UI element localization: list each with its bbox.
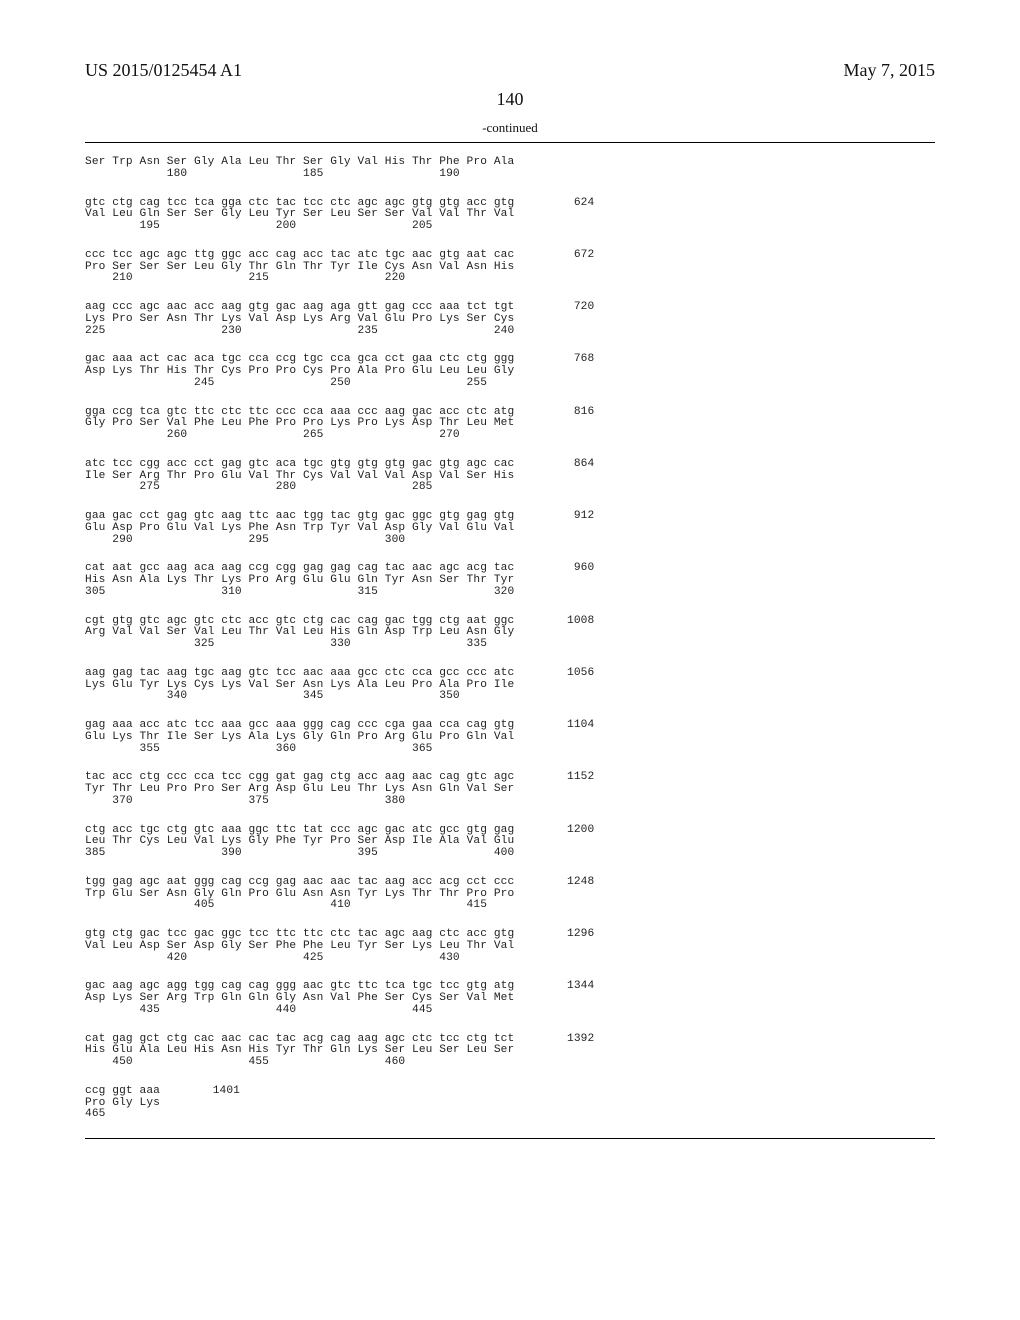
sequence-position-number: 1392 xyxy=(534,1034,594,1046)
sequence-position-number: 1104 xyxy=(534,720,594,732)
sequence-block: atc tcc cgg acc cct gag gtc aca tgc gtg … xyxy=(85,459,935,494)
sequence-position-number: 1296 xyxy=(534,929,594,941)
sequence-position-number: 1056 xyxy=(534,668,594,680)
patent-page: US 2015/0125454 A1 May 7, 2015 140 -cont… xyxy=(0,0,1020,1320)
sequence-lines: gac aag agc agg tgg cag cag ggg aac gtc … xyxy=(85,981,514,1016)
sequence-block: tac acc ctg ccc cca tcc cgg gat gag ctg … xyxy=(85,772,935,807)
sequence-lines: tac acc ctg ccc cca tcc cgg gat gag ctg … xyxy=(85,772,514,807)
sequence-position-number: 912 xyxy=(534,511,594,523)
sequence-position-number: 1152 xyxy=(534,772,594,784)
sequence-lines: aag gag tac aag tgc aag gtc tcc aac aaa … xyxy=(85,668,514,703)
sequence-block: gaa gac cct gag gtc aag ttc aac tgg tac … xyxy=(85,511,935,546)
sequence-listing: Ser Trp Asn Ser Gly Ala Leu Thr Ser Gly … xyxy=(85,157,935,1121)
sequence-lines: ccg ggt aaa Pro Gly Lys 465 xyxy=(85,1086,160,1121)
sequence-block: ccg ggt aaa Pro Gly Lys 465 1401 xyxy=(85,1086,935,1121)
sequence-block: gtc ctg cag tcc tca gga ctc tac tcc ctc … xyxy=(85,198,935,233)
top-rule xyxy=(85,142,935,143)
sequence-lines: cat gag gct ctg cac aac cac tac acg cag … xyxy=(85,1034,514,1069)
sequence-block: aag gag tac aag tgc aag gtc tcc aac aaa … xyxy=(85,668,935,703)
sequence-position-number: 1200 xyxy=(534,825,594,837)
sequence-block: gtg ctg gac tcc gac ggc tcc ttc ttc ctc … xyxy=(85,929,935,964)
sequence-block: gac aaa act cac aca tgc cca ccg tgc cca … xyxy=(85,354,935,389)
sequence-block: ctg acc tgc ctg gtc aaa ggc ttc tat ccc … xyxy=(85,825,935,860)
sequence-position-number: 1344 xyxy=(534,981,594,993)
sequence-lines: gtc ctg cag tcc tca gga ctc tac tcc ctc … xyxy=(85,198,514,233)
sequence-block: gga ccg tca gtc ttc ctc ttc ccc cca aaa … xyxy=(85,407,935,442)
sequence-lines: gtg ctg gac tcc gac ggc tcc ttc ttc ctc … xyxy=(85,929,514,964)
sequence-block: tgg gag agc aat ggg cag ccg gag aac aac … xyxy=(85,877,935,912)
sequence-position-number: 624 xyxy=(534,198,594,210)
sequence-position-number: 960 xyxy=(534,563,594,575)
page-header: US 2015/0125454 A1 May 7, 2015 xyxy=(85,60,935,81)
sequence-lines: gac aaa act cac aca tgc cca ccg tgc cca … xyxy=(85,354,514,389)
sequence-block: ccc tcc agc agc ttg ggc acc cag acc tac … xyxy=(85,250,935,285)
sequence-position-number: 864 xyxy=(534,459,594,471)
sequence-lines: cgt gtg gtc agc gtc ctc acc gtc ctg cac … xyxy=(85,616,514,651)
sequence-lines: tgg gag agc aat ggg cag ccg gag aac aac … xyxy=(85,877,514,912)
sequence-position-number: 1008 xyxy=(534,616,594,628)
sequence-lines: cat aat gcc aag aca aag ccg cgg gag gag … xyxy=(85,563,514,598)
sequence-position-number: 1401 xyxy=(180,1086,240,1098)
sequence-block: aag ccc agc aac acc aag gtg gac aag aga … xyxy=(85,302,935,337)
sequence-lines: gag aaa acc atc tcc aaa gcc aaa ggg cag … xyxy=(85,720,514,755)
continued-label: -continued xyxy=(85,120,935,136)
sequence-lines: gaa gac cct gag gtc aag ttc aac tgg tac … xyxy=(85,511,514,546)
sequence-lines: Ser Trp Asn Ser Gly Ala Leu Thr Ser Gly … xyxy=(85,157,514,181)
sequence-block: cat aat gcc aag aca aag ccg cgg gag gag … xyxy=(85,563,935,598)
sequence-position-number: 768 xyxy=(534,354,594,366)
sequence-position-number: 720 xyxy=(534,302,594,314)
sequence-position-number: 1248 xyxy=(534,877,594,889)
sequence-position-number: 816 xyxy=(534,407,594,419)
sequence-block: cat gag gct ctg cac aac cac tac acg cag … xyxy=(85,1034,935,1069)
sequence-position-number: 672 xyxy=(534,250,594,262)
patent-number: US 2015/0125454 A1 xyxy=(85,60,242,81)
sequence-block: cgt gtg gtc agc gtc ctc acc gtc ctg cac … xyxy=(85,616,935,651)
sequence-lines: atc tcc cgg acc cct gag gtc aca tgc gtg … xyxy=(85,459,514,494)
bottom-rule xyxy=(85,1138,935,1139)
sequence-lines: gga ccg tca gtc ttc ctc ttc ccc cca aaa … xyxy=(85,407,514,442)
sequence-lines: ctg acc tgc ctg gtc aaa ggc ttc tat ccc … xyxy=(85,825,514,860)
sequence-lines: aag ccc agc aac acc aag gtg gac aag aga … xyxy=(85,302,514,337)
patent-date: May 7, 2015 xyxy=(844,60,936,81)
sequence-block: gag aaa acc atc tcc aaa gcc aaa ggg cag … xyxy=(85,720,935,755)
sequence-lines: ccc tcc agc agc ttg ggc acc cag acc tac … xyxy=(85,250,514,285)
page-number: 140 xyxy=(85,89,935,110)
sequence-block: gac aag agc agg tgg cag cag ggg aac gtc … xyxy=(85,981,935,1016)
sequence-block: Ser Trp Asn Ser Gly Ala Leu Thr Ser Gly … xyxy=(85,157,935,181)
